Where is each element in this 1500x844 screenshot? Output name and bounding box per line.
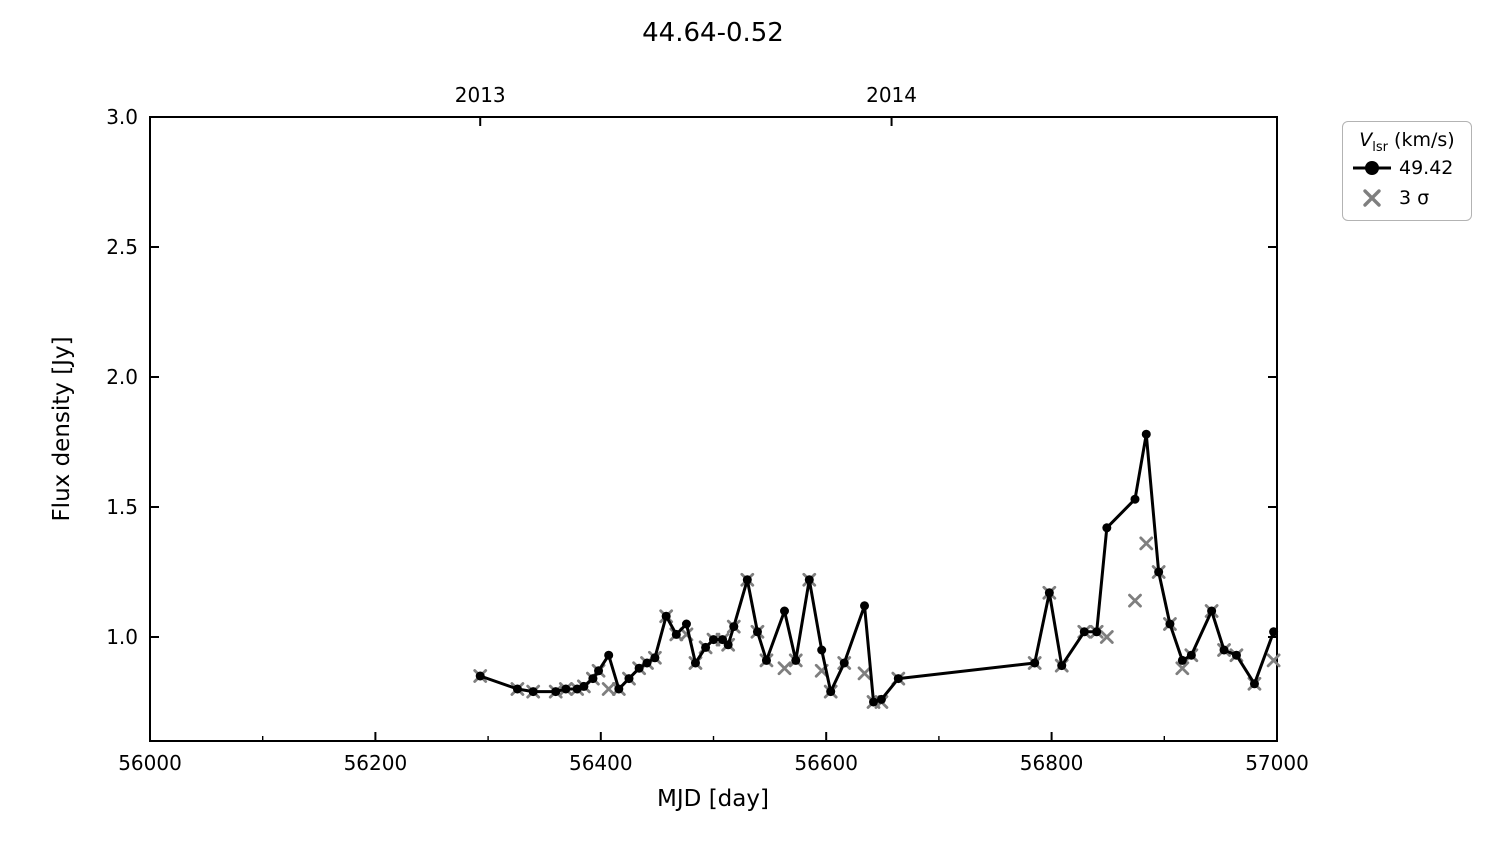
sigma-x-marker	[1175, 661, 1190, 676]
flux-data-point	[561, 684, 571, 694]
year-tick-label: 2014	[866, 83, 917, 107]
x-tick-label: 56800	[1020, 751, 1084, 775]
legend-entry-flux: 49.42	[1351, 153, 1463, 183]
x-tick-label: 57000	[1245, 751, 1309, 775]
sigma-x-marker	[1139, 536, 1154, 551]
sigma-x-marker	[1128, 593, 1142, 608]
flux-data-point	[723, 640, 733, 650]
flux-data-point	[1154, 567, 1164, 577]
x-tick-label: 56000	[118, 751, 182, 775]
flux-data-point	[1130, 494, 1140, 504]
flux-data-point	[780, 606, 790, 616]
flux-data-point	[1030, 658, 1040, 668]
flux-data-point	[1165, 619, 1175, 629]
flux-data-point	[1177, 655, 1187, 665]
flux-data-point	[1092, 627, 1102, 637]
flux-data-point	[642, 658, 652, 668]
flux-data-point	[1102, 523, 1112, 533]
flux-data-point	[650, 653, 660, 663]
flux-data-point	[839, 658, 849, 668]
sigma-x-marker	[857, 666, 872, 681]
flux-data-point	[869, 697, 879, 707]
flux-data-point	[860, 601, 870, 611]
flux-data-point	[528, 687, 538, 697]
year-tick-label: 2013	[455, 83, 506, 107]
flux-data-point	[742, 575, 752, 585]
flux-data-point	[661, 611, 671, 621]
flux-data-point	[1057, 661, 1067, 671]
flux-data-point	[1231, 650, 1241, 660]
sigma-x-marker	[601, 682, 616, 696]
flux-data-point	[512, 684, 522, 694]
flux-data-point	[876, 694, 886, 704]
flux-data-point	[671, 629, 681, 639]
legend-entry-label: 49.42	[1399, 157, 1454, 179]
flux-data-point	[604, 650, 614, 660]
y-tick-label: 1.5	[106, 495, 138, 519]
flux-data-point	[826, 687, 836, 697]
x-tick-label: 56600	[794, 751, 858, 775]
flux-data-point	[588, 674, 598, 684]
sigma-x-marker	[1266, 653, 1281, 668]
x-marker-icon	[1351, 188, 1393, 208]
flux-data-point	[624, 674, 634, 684]
flux-data-point	[1249, 679, 1259, 689]
legend-entry-label: 3 σ	[1399, 187, 1430, 209]
flux-data-point	[1141, 429, 1151, 439]
flux-data-point	[804, 575, 814, 585]
legend-title-subscript: lsr	[1372, 139, 1389, 155]
flux-data-point	[634, 663, 644, 673]
flux-data-point	[1079, 627, 1089, 637]
flux-data-point	[761, 655, 771, 665]
flux-data-point	[1186, 650, 1196, 660]
flux-data-point	[817, 645, 827, 655]
line-circle-marker-icon	[1351, 160, 1393, 176]
flux-data-point	[614, 684, 624, 694]
flux-data-point	[709, 635, 718, 645]
flux-data-point	[1219, 645, 1229, 655]
axes-spines	[149, 116, 1278, 742]
sigma-x-marker	[777, 661, 792, 676]
sigma-x-marker	[1099, 630, 1114, 644]
y-tick-label: 1.0	[106, 625, 138, 649]
y-tick-label: 2.0	[106, 365, 138, 389]
flux-data-point	[579, 681, 589, 691]
flux-data-point	[475, 671, 485, 681]
flux-data-point	[791, 655, 801, 665]
legend-entry-sigma: 3 σ	[1351, 183, 1463, 213]
y-tick-label: 3.0	[106, 105, 138, 129]
legend-title: Vlsr (km/s)	[1351, 127, 1463, 155]
legend-title-symbol: V	[1359, 129, 1373, 151]
flux-data-point	[701, 642, 711, 652]
flux-data-point	[1269, 627, 1279, 637]
figure-title: 44.64-0.52	[642, 18, 784, 48]
flux-data-point	[1044, 588, 1054, 598]
y-tick-label: 2.5	[106, 235, 138, 259]
flux-data-point	[594, 666, 604, 676]
x-tick-label: 56400	[569, 751, 633, 775]
flux-data-point	[752, 627, 762, 637]
flux-data-point	[690, 658, 700, 668]
legend: Vlsr (km/s) 49.42 3 σ	[1342, 121, 1472, 221]
flux-data-point	[893, 674, 903, 684]
flux-data-point	[681, 619, 691, 629]
flux-data-point	[572, 684, 582, 694]
legend-title-unit: (km/s)	[1388, 129, 1455, 151]
x-tick-label: 56200	[344, 751, 408, 775]
flux-data-point	[551, 687, 561, 697]
flux-data-point	[729, 622, 739, 632]
flux-data-point	[1207, 606, 1217, 616]
x-axis-label: MJD [day]	[657, 786, 769, 812]
